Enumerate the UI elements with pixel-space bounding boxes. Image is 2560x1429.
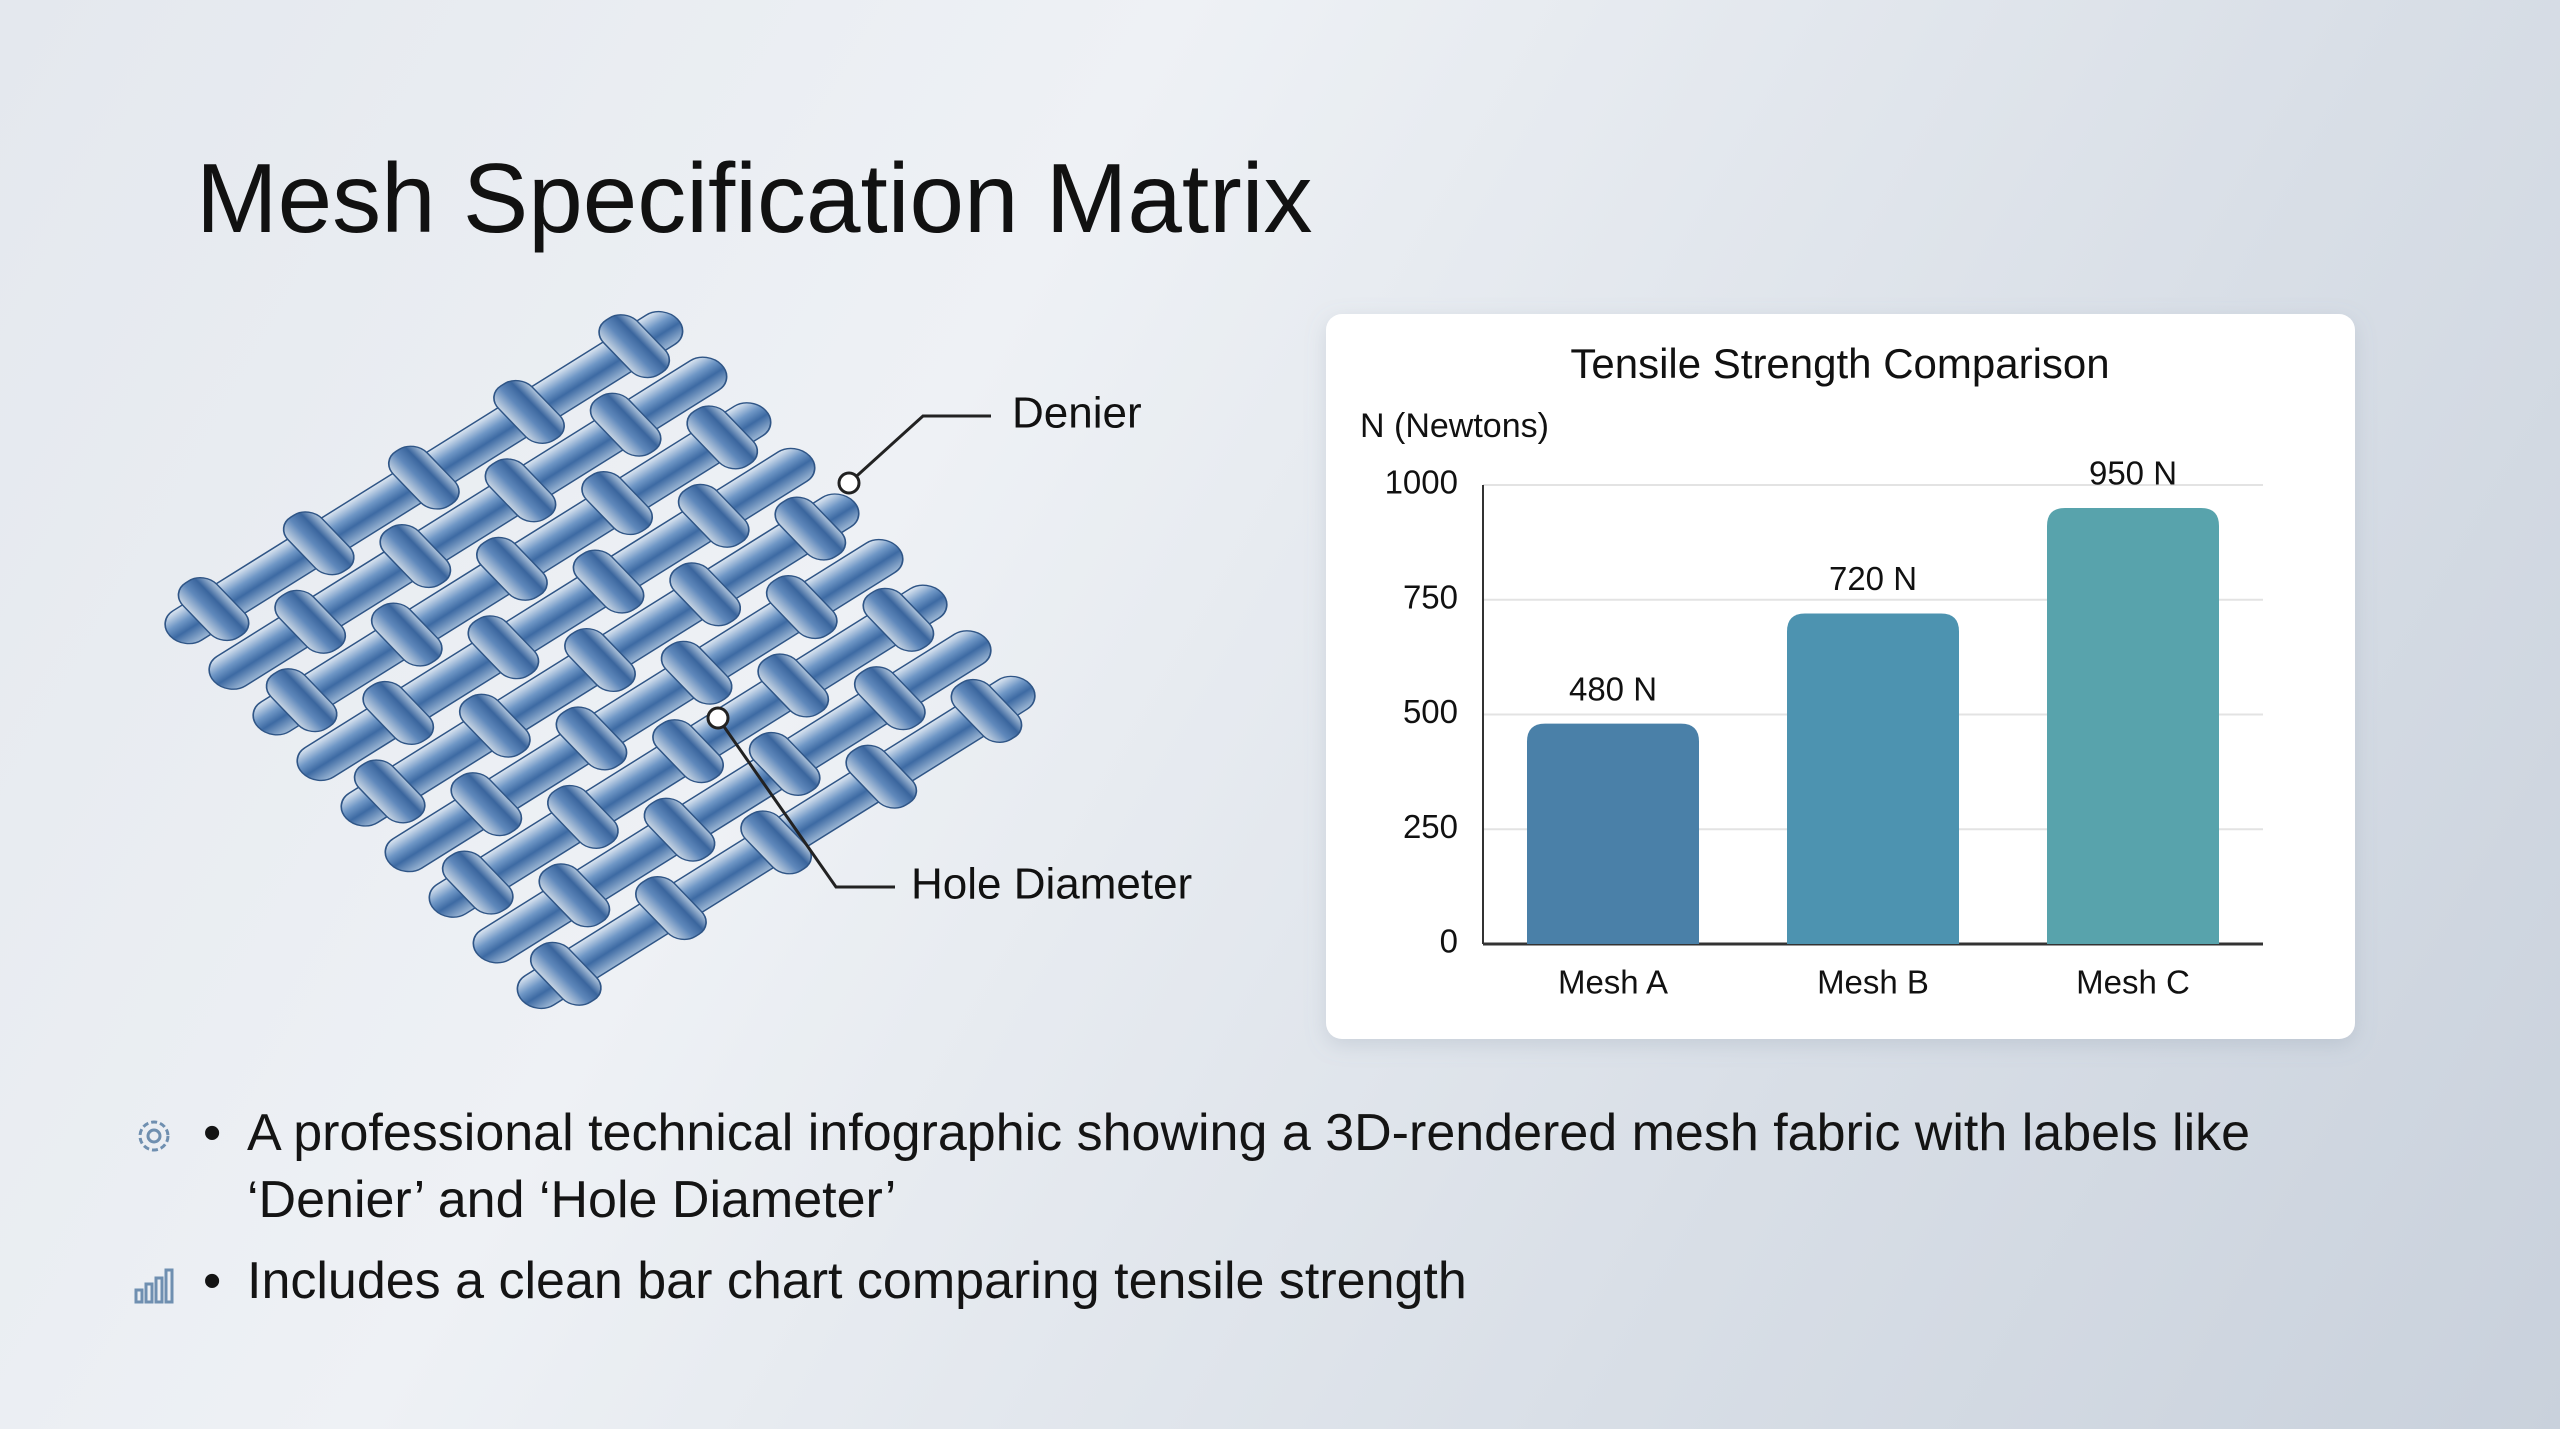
callout-label: Hole Diameter [911,860,1192,909]
strand [740,810,813,875]
y-tick-label: 1000 [1385,464,1458,501]
strand [589,392,662,457]
strand [660,640,733,705]
strand [845,744,918,809]
strand [635,876,707,941]
bullet-text: Includes a clean bar chart comparing ten… [247,1252,1467,1310]
x-tick-label: Mesh A [1558,964,1668,1001]
strand [458,693,531,758]
strand [208,356,728,690]
strand [572,549,645,614]
strand [441,850,514,915]
strand [555,706,628,771]
strand [370,602,443,667]
strand [387,445,460,510]
strand [757,653,830,718]
strand [564,627,636,693]
strand [598,314,671,379]
callout-hole [706,706,895,889]
callout-denier [837,414,991,495]
callout-dot [706,706,730,730]
bullet-item: • A professional technical infographic s… [0,1100,2337,1234]
bullet-dot: • [203,1252,222,1310]
strand [529,941,602,1006]
strand [476,536,548,601]
strand [384,538,904,873]
callout-dot [837,471,861,495]
strand [450,772,523,837]
strand [353,759,426,824]
y-tick-label: 250 [1403,808,1458,845]
strand [274,589,347,654]
strand [484,458,557,523]
strand [538,863,611,928]
bullet-text: A professional technical infographic sho… [247,1104,2251,1229]
mesh-illustration [164,310,1036,1010]
y-axis-label: N (Newtons) [1360,407,1549,445]
strand [472,630,992,964]
chart-title: Tensile Strength Comparison [1570,340,2109,387]
bullet-dot: • [203,1104,222,1162]
strand [774,496,847,561]
value-label: 950 N [2089,455,2177,492]
strand [362,680,435,745]
strand [265,668,338,733]
strand [379,524,452,589]
strand [493,379,565,444]
strand [853,666,926,731]
x-tick-label: Mesh C [2076,964,2190,1001]
strand [748,731,821,796]
y-tick-label: 750 [1403,578,1458,615]
x-tick-label: Mesh B [1817,964,1929,1001]
callout-line [847,414,991,485]
value-label: 480 N [1569,670,1657,707]
strand [467,615,540,680]
strand [546,784,619,849]
bullet-item: • Includes a clean bar chart comparing t… [0,1248,2337,1315]
strand [177,577,250,642]
bullet-list: • A professional technical infographic s… [0,1100,2560,1329]
strand [581,471,654,536]
value-label: 720 N [1829,560,1917,597]
strand [765,575,838,640]
callout-label: Denier [1012,389,1142,438]
gear-icon [138,1120,170,1152]
y-tick-label: 500 [1403,693,1458,730]
strand [862,587,935,652]
strand [282,511,355,576]
bar [1527,723,1699,944]
strand [652,719,724,784]
bar [1787,613,1959,944]
strand [669,562,742,627]
strand [296,447,816,782]
callout-line [716,717,895,889]
strand [686,405,759,470]
chart-icon [134,1268,174,1304]
strand [643,797,716,862]
strand [677,483,750,548]
page-title: Mesh Specification Matrix [196,143,1313,253]
strand [950,678,1023,743]
y-tick-label: 0 [1440,923,1458,960]
chart: Tensile Strength Comparison N (Newtons) … [1360,340,2263,1001]
bar [2047,507,2219,944]
